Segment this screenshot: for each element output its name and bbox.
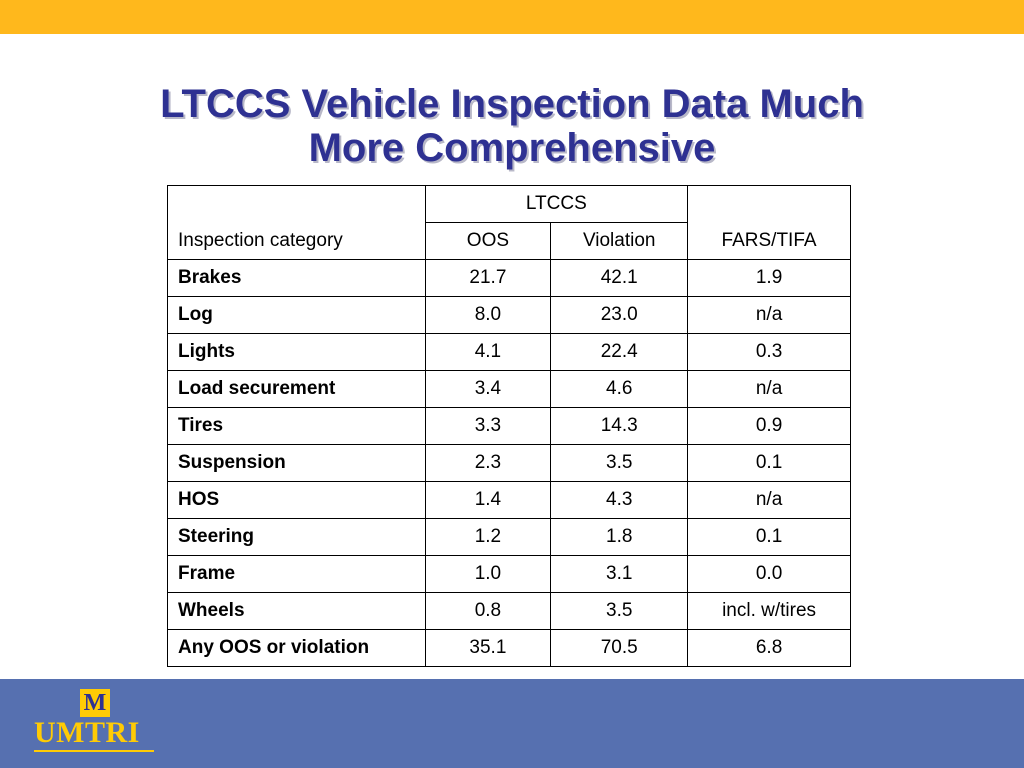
row-oos-cell: 35.1 (424, 629, 552, 667)
row-category-cell: Lights (167, 333, 426, 371)
row-violation-cell: 1.8 (550, 518, 689, 556)
row-violation-cell: 3.5 (550, 444, 689, 482)
inspection-data-table: Inspection category LTCCS FARS/TIFA OOS … (167, 185, 851, 667)
row-fars-cell: n/a (687, 481, 851, 519)
header-fars-tifa: FARS/TIFA (687, 185, 851, 260)
row-fars-cell: incl. w/tires (687, 592, 851, 630)
table-row: Tires 3.3 14.3 0.9 (167, 407, 851, 445)
row-category-cell: Steering (167, 518, 426, 556)
table-row: Frame 1.0 3.1 0.0 (167, 555, 851, 593)
row-violation-cell: 22.4 (550, 333, 689, 371)
row-oos-cell: 3.3 (424, 407, 552, 445)
row-oos-cell: 3.4 (424, 370, 552, 408)
row-oos-cell: 2.3 (424, 444, 552, 482)
row-oos-cell: 1.0 (424, 555, 552, 593)
umtri-logo-block (80, 689, 110, 717)
umtri-logo-underline (34, 750, 154, 752)
row-violation-cell: 3.5 (550, 592, 689, 630)
header-inspection-category: Inspection category (167, 185, 426, 260)
table-body: Brakes 21.7 42.1 1.9 Log 8.0 23.0 n/a Lights 4.1 2… (167, 259, 851, 667)
header-violation: Violation (550, 222, 689, 260)
row-violation-cell: 14.3 (550, 407, 689, 445)
row-violation-cell: 4.6 (550, 370, 689, 408)
row-oos-cell: 8.0 (424, 296, 552, 334)
table-row: Wheels 0.8 3.5 incl. w/tires (167, 592, 851, 630)
umtri-logo-text: UMTRI (34, 716, 140, 749)
row-category-cell: Brakes (167, 259, 426, 297)
row-violation-cell: 4.3 (550, 481, 689, 519)
header-oos: OOS (424, 222, 552, 260)
row-fars-cell: 6.8 (687, 629, 851, 667)
row-category-cell: Frame (167, 555, 426, 593)
row-category-cell: Suspension (167, 444, 426, 482)
slide-title-line-2: More Comprehensive (308, 126, 716, 170)
row-oos-cell: 1.2 (424, 518, 552, 556)
table-row: Load securement 3.4 4.6 n/a (167, 370, 851, 408)
row-category-cell: Wheels (167, 592, 426, 630)
footer-bar (0, 679, 1024, 768)
row-fars-cell: 0.1 (687, 518, 851, 556)
table-row: Log 8.0 23.0 n/a (167, 296, 851, 334)
table-row: Steering 1.2 1.8 0.1 (167, 518, 851, 556)
header-ltccs-group: LTCCS (424, 185, 689, 223)
table-row: HOS 1.4 4.3 n/a (167, 481, 851, 519)
row-fars-cell: 1.9 (687, 259, 851, 297)
row-violation-cell: 3.1 (550, 555, 689, 593)
row-fars-cell: n/a (687, 296, 851, 334)
table-row: Suspension 2.3 3.5 0.1 (167, 444, 851, 482)
row-category-cell: Any OOS or violation (167, 629, 426, 667)
row-category-cell: HOS (167, 481, 426, 519)
row-violation-cell: 23.0 (550, 296, 689, 334)
row-fars-cell: 0.3 (687, 333, 851, 371)
row-oos-cell: 4.1 (424, 333, 552, 371)
row-category-cell: Tires (167, 407, 426, 445)
row-oos-cell: 1.4 (424, 481, 552, 519)
table-row: Any OOS or violation 35.1 70.5 6.8 (167, 629, 851, 667)
row-violation-cell: 42.1 (550, 259, 689, 297)
row-fars-cell: 0.0 (687, 555, 851, 593)
table-subheader-row: OOS Violation (168, 222, 851, 260)
row-violation-cell: 70.5 (550, 629, 689, 667)
row-oos-cell: 21.7 (424, 259, 552, 297)
table-row: Brakes 21.7 42.1 1.9 (167, 259, 851, 297)
row-category-cell: Log (167, 296, 426, 334)
row-fars-cell: 0.1 (687, 444, 851, 482)
row-fars-cell: 0.9 (687, 407, 851, 445)
row-category-cell: Load securement (167, 370, 426, 408)
row-fars-cell: n/a (687, 370, 851, 408)
table-row: Lights 4.1 22.4 0.3 (167, 333, 851, 371)
row-oos-cell: 0.8 (424, 592, 552, 630)
umtri-logo-m: M (83, 690, 107, 716)
top-accent-bar (0, 0, 1024, 34)
slide-title: LTCCS Vehicle Inspection Data Much More … (0, 82, 1024, 170)
table-header-row: Inspection category LTCCS FARS/TIFA (167, 185, 851, 260)
slide-title-line-1: LTCCS Vehicle Inspection Data Much (160, 82, 864, 126)
